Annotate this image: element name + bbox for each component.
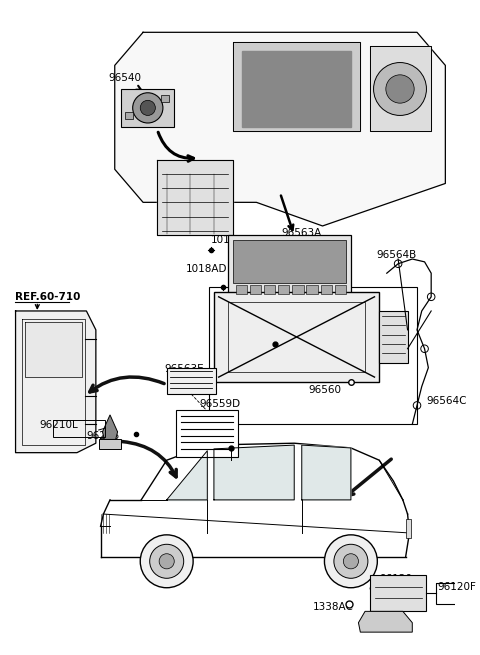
- Bar: [307, 284, 318, 294]
- Bar: [406, 519, 411, 538]
- Polygon shape: [15, 311, 96, 453]
- Text: 1338AC: 1338AC: [285, 320, 325, 330]
- Circle shape: [132, 93, 163, 123]
- Bar: [370, 576, 426, 611]
- Text: 96564B: 96564B: [376, 250, 417, 259]
- Bar: [292, 284, 304, 294]
- Circle shape: [150, 544, 184, 578]
- Bar: [176, 410, 238, 457]
- Polygon shape: [214, 445, 294, 500]
- Text: 96540: 96540: [108, 73, 141, 83]
- Circle shape: [343, 553, 359, 569]
- Polygon shape: [157, 160, 233, 235]
- Polygon shape: [370, 47, 431, 132]
- Circle shape: [386, 75, 414, 103]
- Bar: [379, 311, 408, 363]
- Bar: [233, 240, 346, 282]
- Polygon shape: [25, 322, 82, 377]
- Text: REF.60-710: REF.60-710: [14, 291, 80, 301]
- Circle shape: [324, 535, 377, 588]
- Bar: [161, 95, 168, 102]
- Circle shape: [159, 553, 174, 569]
- Text: 1018AD: 1018AD: [211, 235, 252, 246]
- Text: 96552L: 96552L: [214, 292, 253, 302]
- Bar: [99, 440, 121, 449]
- Polygon shape: [242, 51, 351, 127]
- Polygon shape: [102, 415, 118, 440]
- Polygon shape: [115, 32, 445, 226]
- Polygon shape: [302, 445, 351, 500]
- Bar: [125, 111, 132, 119]
- Polygon shape: [359, 611, 412, 632]
- Text: 96563E: 96563E: [165, 364, 204, 374]
- Bar: [278, 284, 289, 294]
- Text: 96120: 96120: [379, 574, 412, 584]
- Text: 1018AD: 1018AD: [186, 264, 227, 274]
- Bar: [228, 235, 351, 297]
- Circle shape: [373, 62, 426, 115]
- Text: 1338AC: 1338AC: [313, 602, 354, 612]
- Bar: [236, 284, 247, 294]
- Bar: [167, 367, 216, 394]
- Bar: [228, 301, 365, 373]
- Bar: [264, 284, 276, 294]
- Polygon shape: [233, 42, 360, 132]
- Text: 96564C: 96564C: [426, 396, 467, 406]
- Text: 96560: 96560: [308, 384, 341, 395]
- Circle shape: [334, 544, 368, 578]
- Bar: [121, 89, 174, 127]
- Bar: [209, 288, 417, 424]
- Text: 96183A: 96183A: [214, 335, 254, 345]
- Bar: [436, 583, 480, 604]
- Circle shape: [140, 100, 156, 115]
- Bar: [321, 284, 332, 294]
- Text: 96563A: 96563A: [281, 228, 321, 238]
- Polygon shape: [167, 451, 207, 500]
- Text: 96120F: 96120F: [438, 582, 477, 592]
- Text: 96559D: 96559D: [200, 399, 241, 409]
- Bar: [335, 284, 346, 294]
- Circle shape: [140, 535, 193, 588]
- Text: 96210L: 96210L: [39, 420, 78, 430]
- Text: 96552R: 96552R: [351, 335, 391, 345]
- Bar: [53, 420, 105, 437]
- Bar: [250, 284, 261, 294]
- Text: 96216: 96216: [86, 431, 120, 441]
- Bar: [214, 292, 379, 382]
- Text: 96126A: 96126A: [368, 586, 408, 596]
